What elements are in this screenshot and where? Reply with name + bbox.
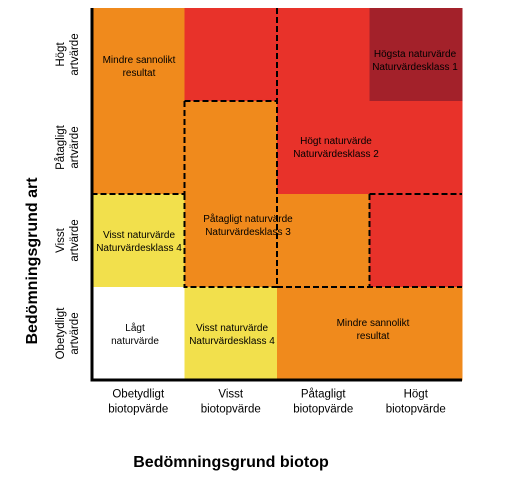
cell-label-0: Mindre sannolikt resultat <box>103 55 176 79</box>
matrix-cell-r1-c1 <box>184 101 278 195</box>
class-boundaries <box>92 8 462 288</box>
matrix-cells <box>92 8 463 381</box>
row-label-1: Påtagligt artvärde <box>55 124 81 170</box>
row-label-text-3: Obetydligt artvärde <box>55 307 81 360</box>
column-label-2: Påtagligt biotopvärde <box>293 389 353 416</box>
row-label-0: Högt artvärde <box>55 33 81 75</box>
matrix-cell-r3-c0 <box>92 287 185 381</box>
matrix-cell-r2-c3 <box>369 194 463 288</box>
cell-label-3: Visst naturvärde Naturvärdesklass 4 <box>96 230 182 254</box>
cell-label-1: Högsta naturvärde Naturvärdesklass 1 <box>372 49 458 73</box>
matrix-cell-r2-c1 <box>184 194 278 288</box>
row-label-text-2: Visst artvärde <box>55 219 81 261</box>
cell-label-7: Mindre sannolikt resultat <box>337 318 410 342</box>
matrix-cell-r2-c0 <box>92 194 185 288</box>
column-label-1: Visst biotopvärde <box>201 389 261 416</box>
row-label-2: Visst artvärde <box>55 219 81 261</box>
column-label-0: Obetydligt biotopvärde <box>108 389 168 416</box>
cell-label-5: Lågt naturvärde <box>111 322 159 347</box>
cell-labels: Mindre sannolikt resultat Högsta naturvärd… <box>96 49 458 347</box>
matrix-cell-r3-c2 <box>277 287 370 381</box>
matrix-cell-r2-c2 <box>277 194 370 288</box>
matrix-cell-r3-c1 <box>184 287 278 381</box>
matrix-cell-r0-c0 <box>92 8 185 102</box>
matrix-cell-r0-c3 <box>369 8 463 102</box>
row-label-text-1: Påtagligt artvärde <box>55 124 81 170</box>
column-labels: Obetydligt biotopvärde Visst biotopvärde Påt… <box>108 389 446 416</box>
row-label-text-0: Högt artvärde <box>55 33 81 75</box>
cell-label-2: Högt naturvärde Naturvärdesklass 2 <box>293 136 379 160</box>
column-label-3: Högt biotopvärde <box>386 389 446 416</box>
row-labels: Högt artvärde Påtagligt artvärde Visst artvär… <box>55 33 81 359</box>
matrix-cell-r0-c1 <box>184 8 278 102</box>
class-boundary-3 <box>183 194 277 288</box>
cell-label-4: Påtagligt naturvärde Naturvärdesklass 3 <box>203 213 293 238</box>
x-axis-title: Bedömningsgrund biotop <box>133 454 329 471</box>
matrix-cell-r1-c0 <box>92 101 185 195</box>
matrix-cell-r3-c3 <box>369 287 463 381</box>
matrix-cell-r1-c2 <box>277 101 370 195</box>
matrix-cell-r0-c2 <box>277 8 370 102</box>
matrix-cell-r1-c3 <box>369 101 463 195</box>
y-axis-title: Bedömningsgrund art <box>24 177 41 345</box>
axes <box>90 8 462 382</box>
row-label-3: Obetydligt artvärde <box>55 307 81 360</box>
cell-label-6: Visst naturvärde Naturvärdesklass 4 <box>189 323 275 347</box>
